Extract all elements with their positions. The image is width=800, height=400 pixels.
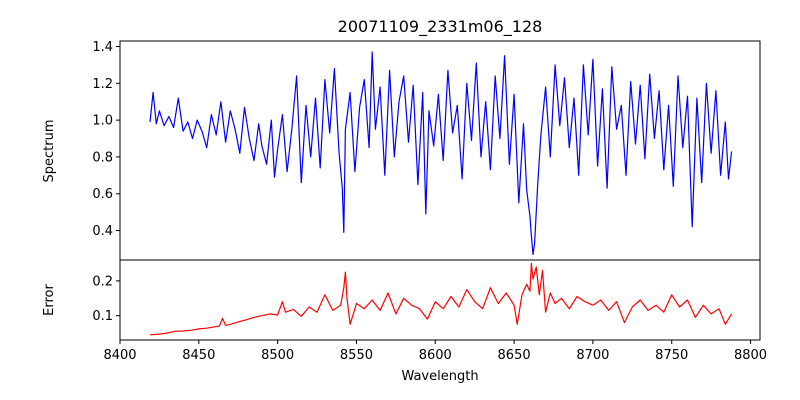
spectrum-y-tick-label: 1.4 (92, 40, 113, 55)
spectrum-y-tick-label: 0.6 (92, 187, 113, 202)
error-y-tick-label: 0.1 (92, 309, 113, 324)
spectrum-y-axis-label: Spectrum (42, 120, 57, 183)
error-series (149, 262, 733, 336)
x-tick-label: 8400 (103, 348, 136, 363)
error-y-axis: 0.1 0.2 (92, 274, 120, 324)
x-tick-label: 8750 (655, 348, 688, 363)
error-plot-frame (119, 259, 761, 341)
x-tick-label: 8500 (261, 348, 294, 363)
spectrum-y-tick-label: 1.0 (92, 114, 113, 129)
spectrum-y-tick-label: 1.2 (92, 77, 113, 92)
spectrum-line (149, 51, 733, 256)
error-y-axis-label: Error (42, 284, 57, 316)
error-panel: 0.10.2 8400 8450 8500 8550 8600 8650 8700 8750 8… (42, 259, 767, 384)
spectrum-y-axis: 0.4 0.6 0.8 1.0 1.2 1.4 (92, 40, 120, 239)
x-tick-label: 8650 (498, 348, 531, 363)
spectrum-y-tick-label: 0.4 (92, 224, 113, 239)
x-tick-label: 8800 (734, 348, 767, 363)
spectrum-panel: 0.4 0.6 0.8 1.0 1.2 1.4 Spectrum (42, 40, 761, 261)
x-axis-label: Wavelength (401, 369, 478, 384)
x-tick-label: 8550 (340, 348, 373, 363)
x-axis: 8400 8450 8500 8550 8600 8650 8700 8750 8800 (103, 340, 767, 363)
spectrum-series (149, 51, 733, 256)
error-line (149, 262, 733, 336)
x-tick-label: 8600 (419, 348, 452, 363)
error-y-tick-label: 0.2 (92, 274, 113, 289)
chart-title: 20071109_2331m06_128 (338, 17, 543, 37)
x-tick-label: 8700 (576, 348, 609, 363)
spectrum-y-tick-label: 0.8 (92, 150, 113, 165)
x-tick-label: 8450 (182, 348, 215, 363)
